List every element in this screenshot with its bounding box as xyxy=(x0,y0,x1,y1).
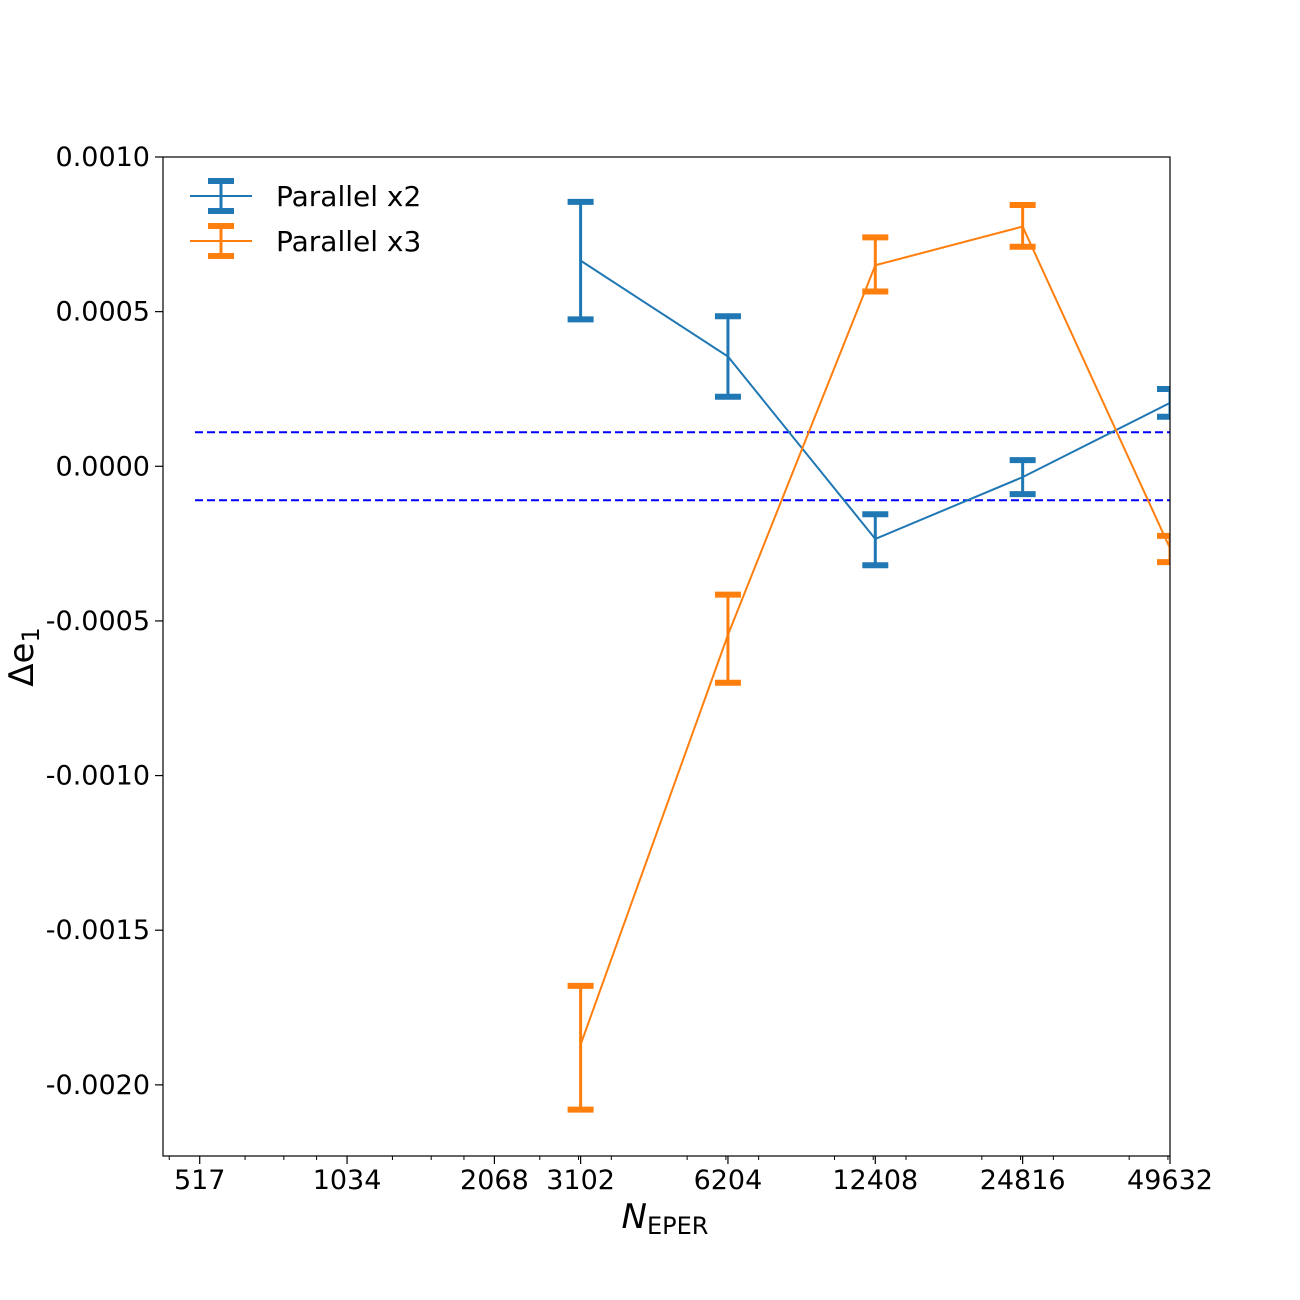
series-1 xyxy=(567,198,1170,569)
x-tick-label: 3102 xyxy=(546,1165,615,1196)
x-tick-label: 24816 xyxy=(980,1165,1066,1196)
error-bar xyxy=(567,982,594,1113)
error-bar xyxy=(567,198,594,323)
x-axis-label: NEPER xyxy=(622,1197,709,1240)
error-bar xyxy=(714,591,741,686)
plot-area xyxy=(163,157,1170,1156)
y-tick-label: -0.0015 xyxy=(46,915,150,946)
x-tick-label: 12408 xyxy=(832,1165,918,1196)
legend: Parallel x2 Parallel x3 xyxy=(190,178,421,259)
y-axis-label: Δe1 xyxy=(2,627,45,686)
x-tick-label: 49632 xyxy=(1127,1165,1213,1196)
x-tick-label: 2068 xyxy=(460,1165,529,1196)
error-bar xyxy=(1009,457,1036,498)
x-axis: 517 1034 2068 3102 6204 12408 24816 49632 xyxy=(168,1156,1213,1196)
reference-lines xyxy=(195,431,1170,502)
y-axis: 0.0010 0.0005 0.0000 -0.0005 -0.0010 -0.0015 -… xyxy=(46,142,163,1101)
error-bar xyxy=(1157,532,1170,566)
y-tick-label: -0.0020 xyxy=(46,1070,150,1101)
error-bar xyxy=(1009,201,1036,250)
error-bar xyxy=(1157,385,1170,420)
legend-label: Parallel x2 xyxy=(276,180,421,213)
legend-item: Parallel x2 xyxy=(190,178,421,214)
x-tick-label: 1034 xyxy=(313,1165,382,1196)
x-tick-label: 6204 xyxy=(694,1165,763,1196)
series-2 xyxy=(567,201,1170,1113)
legend-item: Parallel x3 xyxy=(190,223,421,259)
y-tick-label: -0.0005 xyxy=(46,606,150,637)
legend-label: Parallel x3 xyxy=(276,225,421,258)
error-bar xyxy=(862,234,889,295)
error-bar xyxy=(862,511,889,569)
series-layer xyxy=(567,198,1170,1113)
y-tick-label: -0.0010 xyxy=(46,761,150,792)
x-tick-label: 517 xyxy=(174,1165,226,1196)
plot-frame xyxy=(162,156,1171,1157)
y-tick-label: 0.0005 xyxy=(56,297,150,328)
y-tick-label: 0.0010 xyxy=(56,142,150,173)
error-bar xyxy=(714,313,741,400)
y-tick-label: 0.0000 xyxy=(56,451,150,482)
